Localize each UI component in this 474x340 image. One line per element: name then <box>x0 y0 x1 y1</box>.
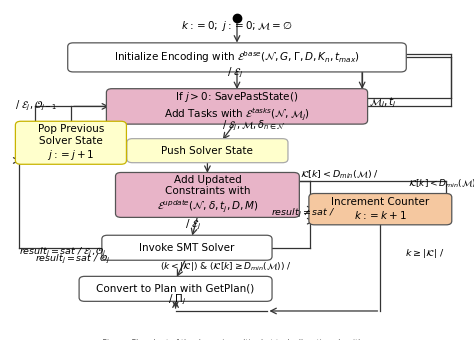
Text: $result_j = sat$ / $\mathcal{E}_j, \mathcal{O}_j$: $result_j = sat$ / $\mathcal{E}_j, \math… <box>18 246 106 259</box>
Text: Convert to Plan with GetPlan(): Convert to Plan with GetPlan() <box>96 284 255 294</box>
FancyBboxPatch shape <box>309 193 452 225</box>
Text: Increment Counter
$k := k+1$: Increment Counter $k := k+1$ <box>331 197 429 221</box>
Text: Invoke SMT Solver: Invoke SMT Solver <box>139 243 235 253</box>
FancyBboxPatch shape <box>116 172 300 217</box>
Text: / $\mathcal{E}_j, \mathcal{M}, \delta_{n \in \mathcal{N}}$: / $\mathcal{E}_j, \mathcal{M}, \delta_{n… <box>222 119 286 133</box>
Text: / $\mathcal{E}_j$: / $\mathcal{E}_j$ <box>185 217 201 232</box>
FancyBboxPatch shape <box>79 276 272 301</box>
Text: $result_j \neq sat$ /: $result_j \neq sat$ / <box>271 206 336 220</box>
Text: Figure: Flowchart of the dynamic multi-robot task allocation algorithm.: Figure: Flowchart of the dynamic multi-r… <box>102 339 372 340</box>
Text: $result_j = sat$ / $\mathcal{O}_j$: $result_j = sat$ / $\mathcal{O}_j$ <box>35 253 110 266</box>
Text: Push Solver State: Push Solver State <box>162 146 254 156</box>
Text: Initialize Encoding with $\mathcal{E}^{base}(\mathcal{N}, G, \Gamma, D, K_n, t_{: Initialize Encoding with $\mathcal{E}^{b… <box>114 50 360 65</box>
Text: $(k < |\mathcal{K}|)$ & $(\mathcal{K}[k] \geq D_{min}(\mathcal{M}))$ /: $(k < |\mathcal{K}|)$ & $(\mathcal{K}[k]… <box>160 259 291 273</box>
FancyBboxPatch shape <box>15 121 127 164</box>
Text: / $\Pi_j$: / $\Pi_j$ <box>168 293 187 307</box>
Text: $k := 0;\; j := 0; \mathcal{M} = \emptyset$: $k := 0;\; j := 0; \mathcal{M} = \emptys… <box>181 19 293 33</box>
Text: $\mathcal{M}_j, t_j$: $\mathcal{M}_j, t_j$ <box>369 96 397 111</box>
FancyBboxPatch shape <box>102 235 272 260</box>
FancyBboxPatch shape <box>106 89 368 124</box>
Text: / $\mathcal{E}_j$: / $\mathcal{E}_j$ <box>227 65 244 80</box>
Text: $\mathcal{K}[k] < D_{min}(\mathcal{M})$ /: $\mathcal{K}[k] < D_{min}(\mathcal{M})$ … <box>300 169 379 181</box>
Text: Add Updated
Constraints with
$\mathcal{E}^{update}(\mathcal{N}, \delta, t_j, D, : Add Updated Constraints with $\mathcal{E… <box>156 175 258 215</box>
Text: Pop Previous
Solver State
$j := j + 1$: Pop Previous Solver State $j := j + 1$ <box>38 124 104 162</box>
Text: If $j > 0$: SavePastState()
Add Tasks with $\mathcal{E}^{tasks}(\mathcal{N}, \ma: If $j > 0$: SavePastState() Add Tasks wi… <box>164 90 310 123</box>
FancyBboxPatch shape <box>127 139 288 163</box>
Text: / $\mathcal{E}_j, \mathcal{O}_{j-1}$: / $\mathcal{E}_j, \mathcal{O}_{j-1}$ <box>15 98 57 113</box>
Text: $\mathcal{K}[k] < D_{min}(\mathcal{M})$: $\mathcal{K}[k] < D_{min}(\mathcal{M})$ <box>408 177 474 190</box>
FancyBboxPatch shape <box>68 43 406 72</box>
Text: $k \geq |\mathcal{K}|$ /: $k \geq |\mathcal{K}|$ / <box>405 247 445 260</box>
